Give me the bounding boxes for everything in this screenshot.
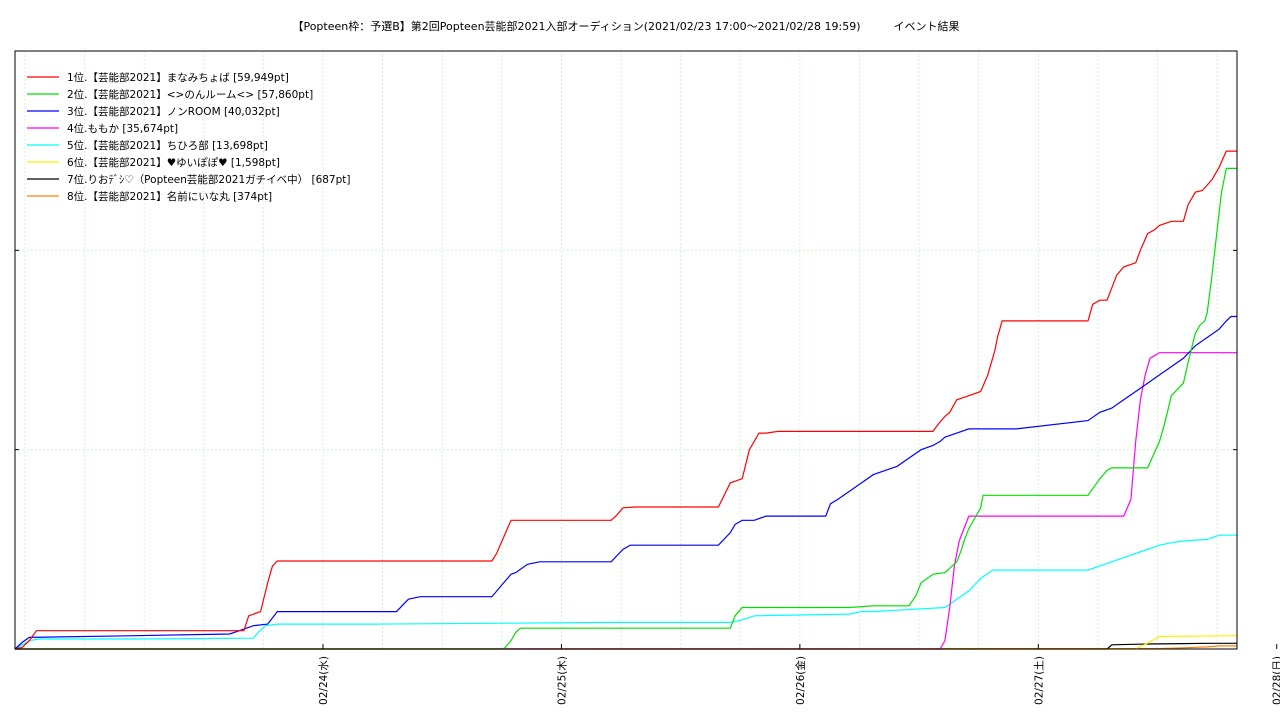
series-line xyxy=(14,150,1237,650)
series-line xyxy=(14,534,1237,650)
legend-entry: 5位.【芸能部2021】ちひろ部 [13,698pt] xyxy=(67,139,268,152)
series-line xyxy=(15,167,1237,650)
legend-entry: 1位.【芸能部2021】まなみちょば [59,949pt] xyxy=(67,71,289,84)
x-tick-label: 02/25(木) xyxy=(556,656,568,705)
series-line xyxy=(15,635,1238,650)
plot-frame xyxy=(14,50,1238,650)
x-tick-label: 02/28(日) xyxy=(1272,656,1280,705)
series-line xyxy=(15,352,1237,650)
x-axis: 02/24(水) 02/25(木) 02/26(金) 02/27(土) 02/28(日) xyxy=(318,644,1280,705)
legend-entry: 2位.【芸能部2021】<>のんルーム<> [57,860pt] xyxy=(67,88,313,101)
legend-entry: 8位.【芸能部2021】名前にいな丸 [374pt] xyxy=(67,190,272,203)
x-tick-label: 02/24(水) xyxy=(318,656,330,705)
series-line xyxy=(14,315,1237,650)
legend-entry: 4位.ももか [35,674pt] xyxy=(67,122,178,135)
legend-entry: 6位.【芸能部2021】♥ゆいぽぽ♥ [1,598pt] xyxy=(67,156,280,169)
legend: 1位.【芸能部2021】まなみちょば [59,949pt] 2位.【芸能部2021… xyxy=(27,71,351,203)
grid-layer xyxy=(15,51,1237,649)
legend-entry: 7位.りおﾃﾞｼ♡（Popteen芸能部2021ガチイベ中） [687pt] xyxy=(67,173,351,186)
chart-title: 【Popteen枠：予選B】第2回Popteen芸能部2021入部オーディション… xyxy=(292,19,959,33)
series-layer xyxy=(14,150,1238,650)
x-tick-label: 02/26(金) xyxy=(794,656,807,705)
x-tick-label: 02/27(土) xyxy=(1032,656,1045,705)
legend-entry: 3位.【芸能部2021】ノンROOM [40,032pt] xyxy=(67,105,280,118)
